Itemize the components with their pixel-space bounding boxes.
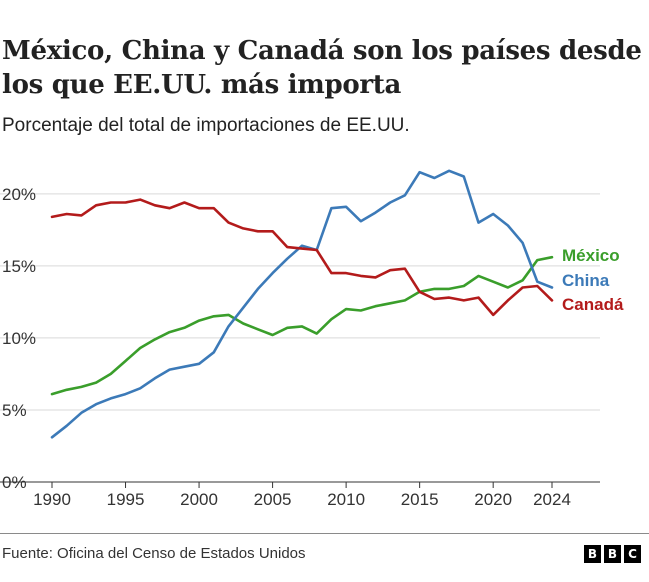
grid-lines [0, 193, 600, 411]
series-line [50, 169, 554, 439]
x-tick-label: 2000 [180, 490, 218, 509]
y-tick-label: 5% [2, 401, 27, 420]
x-tick-label: 2010 [327, 490, 365, 509]
logo-letter: B [604, 545, 621, 563]
x-tick-label: 1995 [107, 490, 145, 509]
x-tick-label: 1990 [33, 490, 71, 509]
x-tick-label: 2015 [401, 490, 439, 509]
series-label: México [562, 246, 620, 265]
source-note: Fuente: Oficina del Censo de Estados Uni… [2, 545, 306, 562]
series-labels: México China Canadá [562, 246, 624, 314]
logo-letter: B [584, 545, 601, 563]
series-label: China [562, 271, 610, 290]
series-line [50, 255, 554, 396]
chart-subtitle: Porcentaje del total de importaciones de… [2, 115, 410, 136]
logo-letter: C [624, 545, 641, 563]
x-tick-label: 2020 [474, 490, 512, 509]
y-tick-label: 15% [2, 257, 36, 276]
series-line [50, 198, 554, 317]
axes: 0%5%10%15%20%1990 1995 2000 2005 2010 2015 202… [0, 185, 600, 509]
line-chart: 0%5%10%15%20%1990 1995 2000 2005 2010 2015 202… [0, 169, 624, 509]
y-tick-label: 20% [2, 185, 36, 204]
x-tick-label: 2024 [533, 490, 571, 509]
series-label: Canadá [562, 295, 624, 314]
footer-divider [0, 533, 649, 534]
y-tick-label: 10% [2, 329, 36, 348]
series-lines [50, 169, 554, 439]
bbc-logo: B B C [584, 545, 641, 563]
chart-title: México, China y Canadá son los países de… [2, 36, 642, 100]
x-tick-label: 2005 [254, 490, 292, 509]
